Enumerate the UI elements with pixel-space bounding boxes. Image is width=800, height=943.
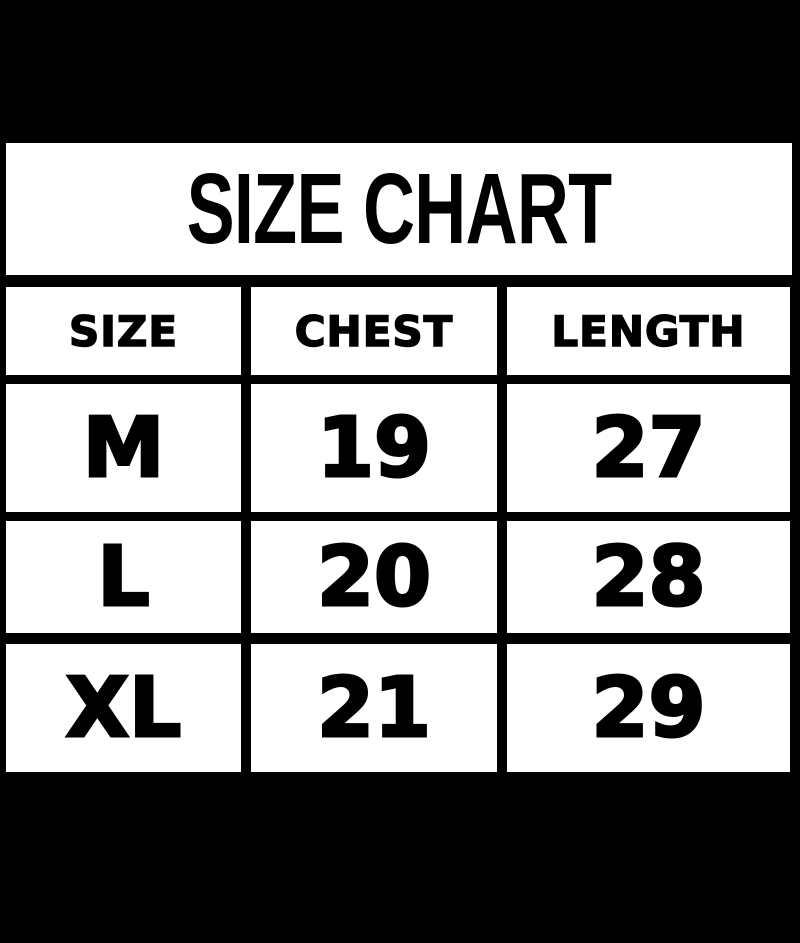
chest-value: 21 bbox=[315, 659, 432, 757]
chest-value: 20 bbox=[315, 528, 432, 626]
table-cell-length: 29 bbox=[507, 644, 790, 772]
table-cell-length: 27 bbox=[507, 384, 790, 512]
table-cell-chest: 21 bbox=[251, 644, 497, 772]
header-length: LENGTH bbox=[507, 287, 790, 375]
table-cell-length: 28 bbox=[507, 521, 790, 633]
header-size-label: SIZE bbox=[68, 306, 179, 357]
table-cell-size: XL bbox=[6, 644, 241, 772]
chest-value: 19 bbox=[315, 399, 432, 497]
header-chest: CHEST bbox=[251, 287, 497, 375]
size-chart-title: SIZE CHART bbox=[6, 143, 792, 275]
size-value: L bbox=[96, 528, 151, 626]
table-cell-chest: 19 bbox=[251, 384, 497, 512]
size-value: XL bbox=[64, 659, 182, 757]
table-cell-size: L bbox=[6, 521, 241, 633]
table-cell-chest: 20 bbox=[251, 521, 497, 633]
length-value: 29 bbox=[590, 659, 707, 757]
table-cell-size: M bbox=[6, 384, 241, 512]
title-text: SIZE CHART bbox=[186, 152, 613, 265]
length-value: 27 bbox=[590, 399, 707, 497]
header-length-label: LENGTH bbox=[551, 306, 746, 357]
header-size: SIZE bbox=[6, 287, 241, 375]
length-value: 28 bbox=[590, 528, 707, 626]
size-value: M bbox=[81, 399, 166, 497]
header-chest-label: CHEST bbox=[294, 306, 454, 357]
